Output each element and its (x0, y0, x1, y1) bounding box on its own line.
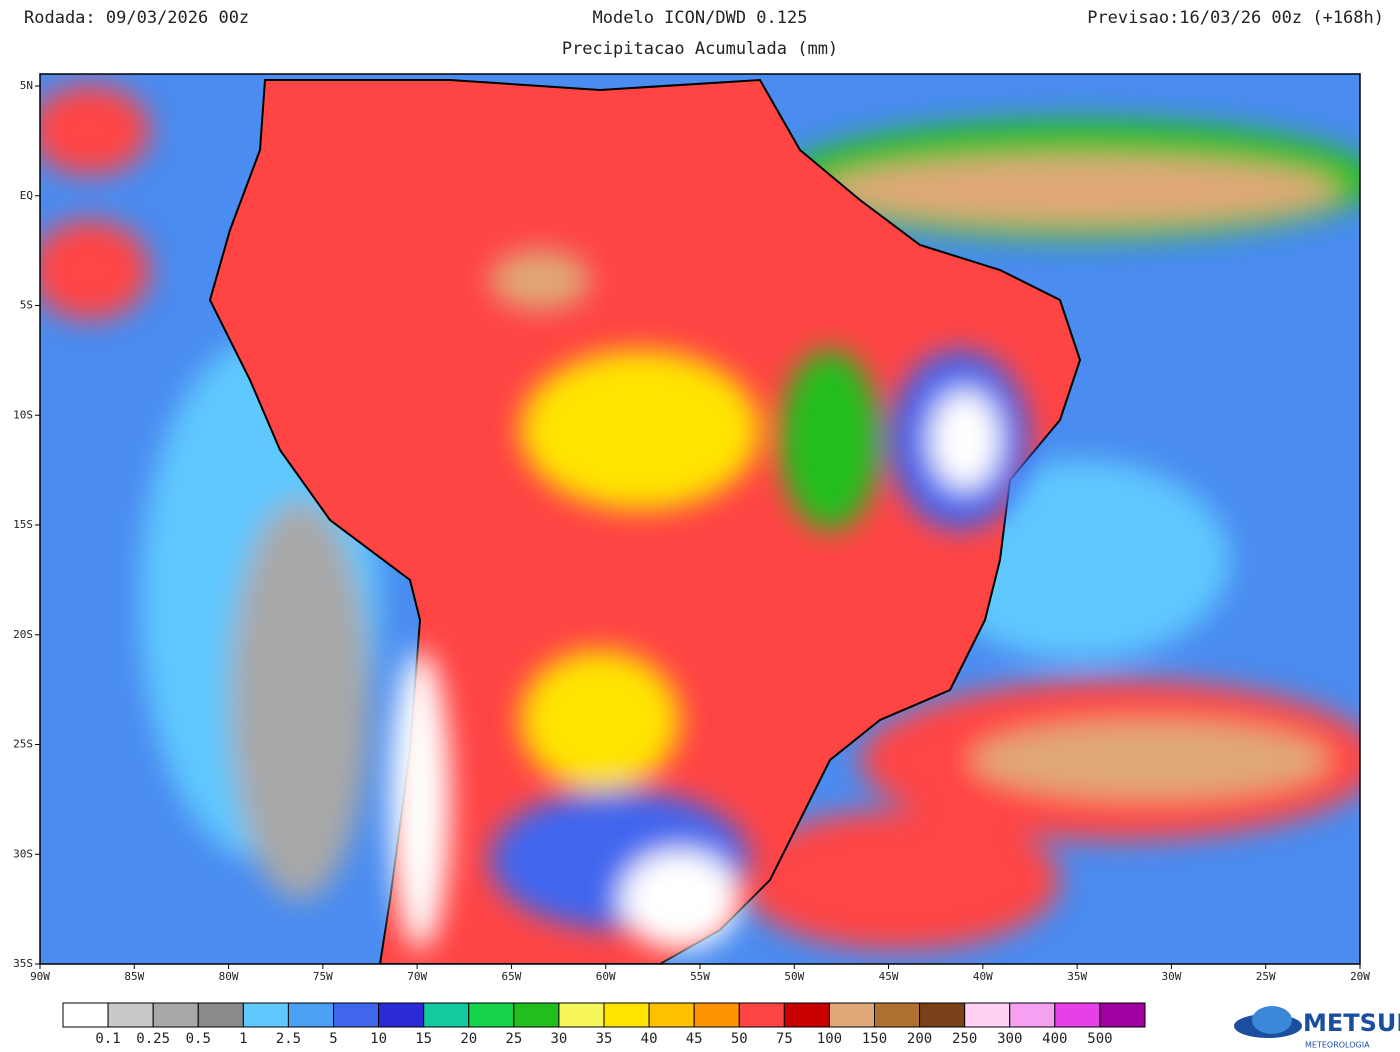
lon-label: 90W (30, 970, 50, 983)
legend-swatch (197, 1002, 244, 1028)
lon-label: 65W (501, 970, 521, 983)
legend-swatch (62, 1002, 109, 1028)
legend-swatch (1054, 1002, 1101, 1028)
legend-swatch (558, 1002, 605, 1028)
logo-sub: METEOROLOGIA (1305, 1041, 1370, 1050)
lon-label: 35W (1067, 970, 1087, 983)
legend-swatch (1099, 1002, 1146, 1028)
legend-label: 500 (1087, 1031, 1112, 1047)
legend-swatch (287, 1002, 334, 1028)
legend-swatch (874, 1002, 921, 1028)
lat-label: 25S (13, 738, 33, 751)
legend-label: 300 (997, 1031, 1022, 1047)
legend-swatch (1009, 1002, 1056, 1028)
lon-label: 20W (1350, 970, 1370, 983)
legend-label: 1 (239, 1031, 247, 1047)
legend-swatch (603, 1002, 650, 1028)
legend-label: 0.25 (136, 1031, 170, 1047)
lon-label: 75W (313, 970, 333, 983)
legend-label: 15 (415, 1031, 432, 1047)
legend-label: 2.5 (276, 1031, 301, 1047)
lon-label: 40W (973, 970, 993, 983)
lon-label: 30W (1161, 970, 1181, 983)
legend-label: 20 (460, 1031, 477, 1047)
legend-swatch (423, 1002, 470, 1028)
model-title: Modelo ICON/DWD 0.125 (593, 8, 808, 28)
legend-swatch (648, 1002, 695, 1028)
legend-swatch (152, 1002, 199, 1028)
legend-label: 0.1 (95, 1031, 120, 1047)
legend-label: 100 (817, 1031, 842, 1047)
lon-label: 80W (219, 970, 239, 983)
continent-field (390, 250, 1030, 950)
legend-swatch (919, 1002, 966, 1028)
legend-label: 200 (907, 1031, 932, 1047)
legend-label: 5 (329, 1031, 337, 1047)
lon-label: 45W (879, 970, 899, 983)
run-label: Rodada: 09/03/2026 00z (24, 8, 249, 28)
legend-label: 50 (731, 1031, 748, 1047)
legend-label: 400 (1042, 1031, 1067, 1047)
legend-swatch (828, 1002, 876, 1028)
lon-label: 70W (407, 970, 427, 983)
lat-label: 35S (13, 957, 33, 970)
lon-label: 50W (784, 970, 804, 983)
legend-label: 45 (686, 1031, 703, 1047)
legend-label: 40 (641, 1031, 658, 1047)
legend-label: 75 (776, 1031, 793, 1047)
lat-label: 10S (13, 408, 33, 421)
lon-label: 25W (1256, 970, 1276, 983)
logo-name: METSUL (1303, 1009, 1400, 1037)
legend-label: 35 (596, 1031, 613, 1047)
lon-label: 85W (124, 970, 144, 983)
legend-swatch (468, 1002, 515, 1028)
legend-swatch (378, 1002, 425, 1028)
legend-swatch (333, 1002, 380, 1028)
legend-swatch (242, 1002, 289, 1028)
legend-swatch (107, 1002, 154, 1028)
map (40, 74, 1360, 964)
lat-label: 30S (13, 847, 33, 860)
legend-label: 0.5 (186, 1031, 211, 1047)
lat-label: 15S (13, 518, 33, 531)
legend-swatch (513, 1002, 560, 1028)
legend-swatch (964, 1002, 1011, 1028)
legend-label: 250 (952, 1031, 977, 1047)
legend-label: 10 (370, 1031, 387, 1047)
lat-label: 20S (13, 628, 33, 641)
legend-swatch (693, 1002, 740, 1028)
legend-swatch (783, 1002, 830, 1028)
lat-label: 5N (20, 79, 33, 92)
subtitle: Precipitacao Acumulada (mm) (562, 39, 838, 59)
lat-label: EQ (20, 189, 33, 202)
legend-label: 25 (505, 1031, 522, 1047)
legend: 0.1 0.25 0.5 1 2.5 5 10 15 20 25 30 35 40 45 50 75 100 15… (62, 1002, 1146, 1047)
lat-label: 5S (20, 299, 33, 312)
legend-label: 150 (862, 1031, 887, 1047)
legend-label: 30 (550, 1031, 567, 1047)
lon-label: 55W (690, 970, 710, 983)
logo: METSUL METEOROLOGIA (1234, 1006, 1400, 1050)
legend-swatch (738, 1002, 785, 1028)
lon-label: 60W (596, 970, 616, 983)
forecast-label: Previsao:16/03/26 00z (+168h) (1087, 8, 1384, 28)
